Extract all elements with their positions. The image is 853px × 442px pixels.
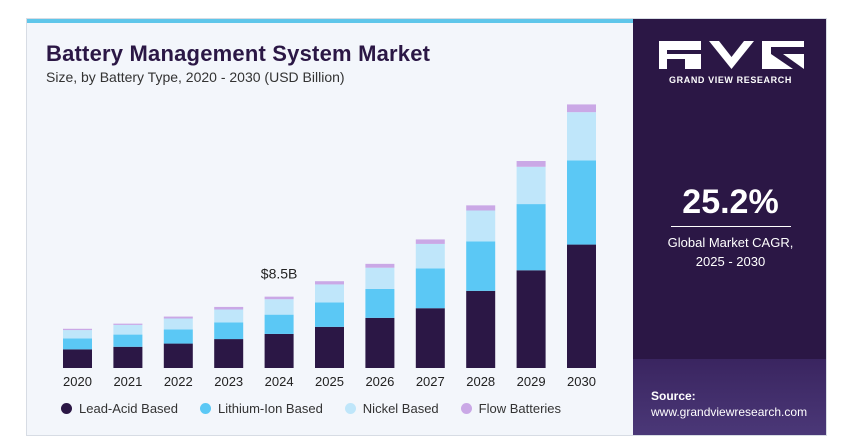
legend-label: Lead-Acid Based — [79, 401, 179, 416]
bar-segment-2021-0 — [113, 346, 143, 368]
bar-segment-2030-2 — [567, 112, 596, 161]
bar-segment-2027-0 — [415, 308, 445, 368]
bar-segment-2029-2 — [516, 166, 546, 205]
bar-segment-2029-3 — [516, 161, 546, 167]
bar-segment-2030-0 — [567, 244, 596, 368]
legend-swatch — [460, 403, 472, 414]
bar-segment-2028-2 — [466, 210, 496, 242]
source-url[interactable]: www.grandviewresearch.com — [651, 405, 808, 419]
bar-segment-2024-2 — [264, 299, 294, 315]
stacked-bar-chart: 2020 2021 2022 2023 2024 $8.5B 2025 2026 2027 202… — [63, 104, 596, 389]
bar-segment-2028-3 — [466, 205, 496, 211]
brand-name: GRAND VIEW RESEARCH — [669, 75, 792, 85]
x-tick-label: 2023 — [214, 374, 243, 389]
bar-segment-2023-3 — [214, 306, 244, 310]
bar-segment-2027-1 — [415, 268, 445, 309]
bar-segment-2022-1 — [163, 329, 193, 344]
cagr-label-line1: Global Market CAGR, — [667, 235, 794, 250]
cagr-value: 25.2% — [682, 183, 779, 221]
bar-segment-2024-3 — [264, 296, 294, 300]
bar-segment-2028-1 — [466, 241, 496, 291]
bar-segment-2023-1 — [214, 322, 244, 340]
bar-segment-2026-3 — [365, 263, 395, 268]
bar-segment-2026-2 — [365, 267, 395, 289]
cagr-divider — [671, 226, 791, 227]
bar-segment-2026-1 — [365, 288, 395, 318]
infographic-card: Battery Management System Market Size, b… — [26, 18, 827, 436]
bar-segment-2029-1 — [516, 204, 546, 271]
x-tick-label: 2020 — [63, 374, 92, 389]
x-tick-label: 2027 — [416, 374, 445, 389]
bar-segment-2030-1 — [567, 160, 596, 245]
x-tick-label: 2026 — [365, 374, 394, 389]
cagr-label: Global Market CAGR, 2025 - 2030 — [633, 233, 826, 271]
bar-segment-2023-2 — [214, 309, 244, 323]
legend-item: Nickel Based — [344, 401, 439, 416]
bar-segment-2020-0 — [63, 349, 92, 368]
bar-segment-2027-2 — [415, 243, 445, 269]
source-label: Source: — [651, 389, 696, 403]
chart-subtitle: Size, by Battery Type, 2020 - 2030 (USD … — [46, 69, 345, 85]
bar-segment-2028-0 — [466, 290, 496, 368]
x-tick-label: 2030 — [567, 374, 596, 389]
legend-swatch — [61, 403, 72, 414]
bar-annotation-label: $8.5B — [261, 266, 298, 282]
bar-segment-2023-0 — [214, 339, 244, 368]
bar-segment-2020-3 — [63, 328, 92, 331]
legend-item: Lithium-Ion Based — [200, 401, 323, 416]
legend-label: Nickel Based — [362, 401, 439, 416]
bar-segment-2020-1 — [63, 338, 92, 350]
legend-swatch — [200, 403, 212, 414]
x-tick-label: 2025 — [315, 374, 344, 389]
bar-segment-2022-3 — [163, 316, 193, 319]
bar-segment-2025-2 — [315, 284, 344, 303]
bar-segment-2020-2 — [63, 330, 92, 339]
bar-segment-2021-2 — [113, 324, 143, 335]
x-tick-label: 2024 — [265, 374, 294, 389]
bar-segment-2025-1 — [315, 302, 344, 327]
legend-item: Flow Batteries — [460, 401, 562, 416]
bar-segment-2021-3 — [113, 323, 143, 325]
bar-segment-2027-3 — [415, 239, 445, 244]
x-tick-label: 2029 — [517, 374, 546, 389]
bar-segment-2024-1 — [264, 314, 294, 334]
bar-segment-2022-2 — [163, 318, 193, 330]
accent-line — [27, 19, 633, 23]
brand-panel: GRAND VIEW RESEARCH 25.2% Global Market … — [633, 19, 826, 435]
bar-segment-2024-0 — [264, 333, 294, 368]
legend-item: Lead-Acid Based — [61, 401, 178, 416]
bar-segment-2030-3 — [567, 104, 596, 113]
x-tick-label: 2021 — [113, 374, 142, 389]
bar-segment-2021-1 — [113, 334, 143, 347]
bar-segment-2022-0 — [163, 343, 193, 368]
legend-label: Flow Batteries — [478, 401, 562, 416]
cagr-label-line2: 2025 - 2030 — [695, 254, 766, 269]
gvr-logo-icon — [659, 41, 804, 69]
panel-footer — [633, 359, 826, 435]
legend-label: Lithium-Ion Based — [218, 401, 323, 416]
bar-segment-2025-0 — [315, 326, 344, 368]
legend-swatch — [344, 403, 356, 414]
chart-title: Battery Management System Market — [46, 41, 431, 66]
bar-segment-2026-0 — [365, 317, 395, 368]
bar-segment-2029-0 — [516, 270, 546, 368]
x-tick-label: 2022 — [164, 374, 193, 389]
x-tick-label: 2028 — [466, 374, 495, 389]
bar-segment-2025-3 — [315, 281, 344, 285]
chart-legend: Lead-Acid Based Lithium-Ion Based Nickel B… — [61, 401, 583, 416]
